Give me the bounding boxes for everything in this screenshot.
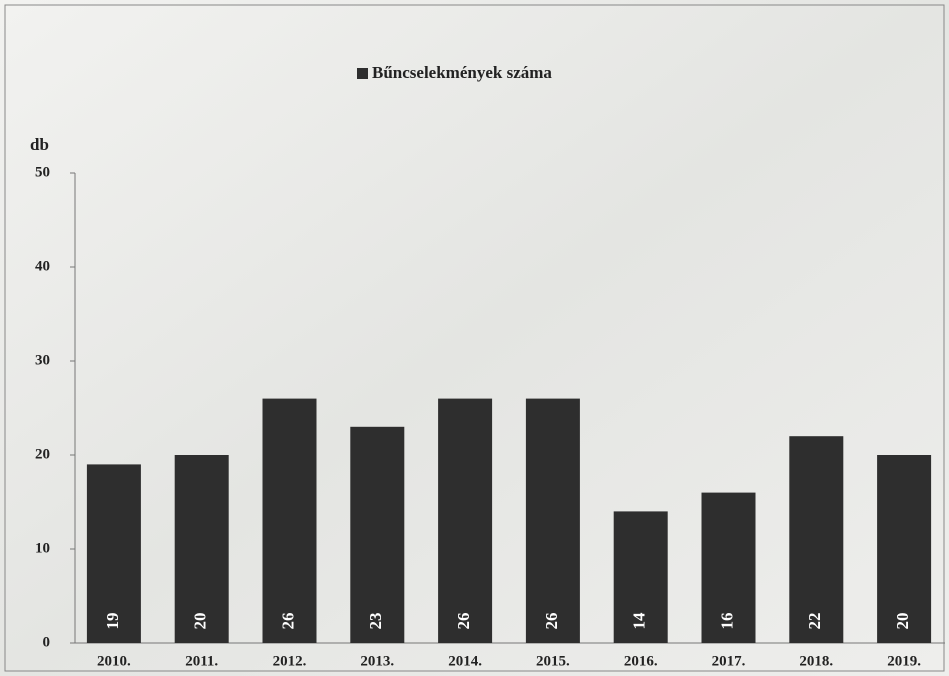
y-tick-label: 30 xyxy=(35,352,50,368)
bar xyxy=(789,436,844,643)
bar xyxy=(877,455,932,643)
x-tick-label: 2018. xyxy=(799,653,833,669)
y-tick-label: 50 xyxy=(35,164,50,180)
bar xyxy=(86,464,141,643)
data-label: 16 xyxy=(717,613,736,630)
x-tick-label: 2012. xyxy=(273,653,307,669)
x-tick-label: 2015. xyxy=(536,653,570,669)
data-label: 20 xyxy=(191,613,210,630)
frame xyxy=(4,4,945,672)
data-label: 14 xyxy=(630,612,649,630)
bar xyxy=(174,455,229,643)
bar xyxy=(525,398,580,643)
x-tick-label: 2011. xyxy=(185,653,218,669)
bar xyxy=(701,492,756,643)
y-axis-label: db xyxy=(30,135,49,154)
data-label: 26 xyxy=(454,613,473,630)
y-tick-label: 40 xyxy=(35,258,50,274)
bar xyxy=(613,511,668,643)
x-tick-label: 2010. xyxy=(97,653,131,669)
legend-marker xyxy=(357,68,368,79)
bar xyxy=(262,398,317,643)
legend-label: Bűncselekmények száma xyxy=(372,63,552,82)
y-tick-label: 10 xyxy=(35,540,50,556)
x-tick-label: 2017. xyxy=(712,653,746,669)
bar xyxy=(438,398,493,643)
data-label: 20 xyxy=(893,613,912,630)
y-tick-label: 0 xyxy=(43,634,51,650)
x-tick-label: 2019. xyxy=(887,653,921,669)
data-label: 23 xyxy=(366,613,385,630)
bar xyxy=(350,426,405,643)
x-tick-label: 2014. xyxy=(448,653,482,669)
x-tick-label: 2013. xyxy=(360,653,394,669)
data-label: 19 xyxy=(103,613,122,630)
data-label: 26 xyxy=(278,613,297,630)
x-tick-label: 2016. xyxy=(624,653,658,669)
y-tick-label: 20 xyxy=(35,446,50,462)
data-label: 26 xyxy=(542,613,561,630)
data-label: 22 xyxy=(805,613,824,630)
